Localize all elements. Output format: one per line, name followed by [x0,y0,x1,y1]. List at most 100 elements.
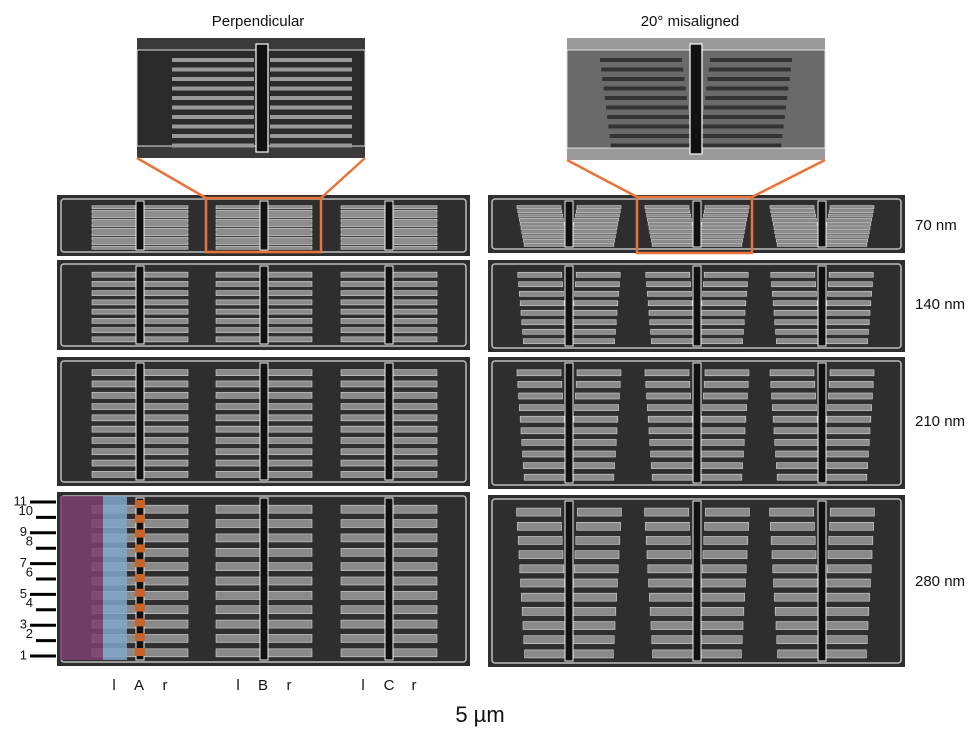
overlay-orange [135,559,145,567]
bar-left [216,520,260,528]
inset-bar [703,115,785,119]
bar-right [826,310,870,315]
inset-bar [270,87,352,91]
bar-left [649,310,693,315]
bar-right [393,272,437,277]
bar-right [703,393,747,399]
bar-left [216,471,260,477]
overlay-orange [135,633,145,641]
inset-bar [172,87,254,91]
bar-left [523,451,567,457]
bar-right [268,563,312,571]
bar-right [393,505,437,513]
bar-left [216,219,260,222]
inset-bar [704,106,786,110]
bar-left [92,337,136,342]
bar-left [92,228,136,231]
bar-left [341,426,385,432]
bar-right [830,522,874,530]
bar-right [576,381,620,387]
inset-bar [702,125,784,129]
bar-left [216,337,260,342]
bar-left [92,381,136,387]
panel-title: 20° misaligned [641,13,740,30]
bar-right [144,215,188,218]
bar-right [393,460,437,466]
bar-right [577,508,621,516]
panel-title: Perpendicular [212,13,305,30]
bar-left [774,310,818,315]
bar-left [341,215,385,218]
bar-right [393,300,437,305]
bar-right [268,437,312,443]
bar-left [341,548,385,556]
bar-right [826,227,870,230]
bar-left [92,206,136,209]
bar-left [520,565,564,573]
bar-right [144,291,188,296]
inset-bar [607,115,689,119]
gate [385,201,393,250]
bar-right [701,428,745,434]
bar-left [646,210,690,213]
bar-left [341,460,385,466]
bar-left [341,272,385,277]
bar-left [649,227,693,230]
bar-left [523,622,567,630]
bar-left [649,579,693,587]
bar-left [775,607,819,615]
inset-bar [699,144,781,148]
bar-left [341,219,385,222]
bar-right [268,228,312,231]
overlay-orange [135,618,145,626]
row-number: 1 [20,647,27,662]
bar-left [341,649,385,657]
inset-bar [172,125,254,129]
bar-right [393,246,437,249]
bar-right [144,404,188,410]
bar-left [772,214,816,217]
bar-right [268,328,312,333]
bar-left [519,218,563,221]
bar-right [825,607,869,615]
bar-left [524,474,568,480]
bar-right [268,505,312,513]
bar-right [701,593,745,601]
bar-left [92,237,136,240]
bar-right [268,215,312,218]
bar-right [577,522,621,530]
bar-right [393,215,437,218]
bar-right [829,381,873,387]
gate [818,266,826,346]
bar-right [268,404,312,410]
gate [818,363,826,483]
bar-left [341,337,385,342]
bar-left [652,636,696,644]
column-label: B [258,677,268,694]
bar-right [573,579,617,587]
bar-left [647,291,691,296]
zoom-line [752,160,825,197]
inset-bar [700,134,782,138]
bar-right [268,242,312,245]
bar-right [571,451,615,457]
bar-left [650,320,694,325]
bar-right [698,636,742,644]
bar-left [647,282,691,287]
bar-left [522,607,566,615]
gate [385,363,393,480]
bar-left [216,370,260,376]
bar-right [393,242,437,245]
bar-right [575,282,619,287]
bar-right [825,231,869,234]
bar-left [773,301,817,306]
bar-left [770,370,814,376]
bar-left [92,215,136,218]
bar-right [701,579,745,587]
bar-left [647,405,691,411]
bar-right [144,534,188,542]
bar-right [393,534,437,542]
bar-right [705,508,749,516]
bar-left [216,449,260,455]
inset-bar [709,68,791,72]
